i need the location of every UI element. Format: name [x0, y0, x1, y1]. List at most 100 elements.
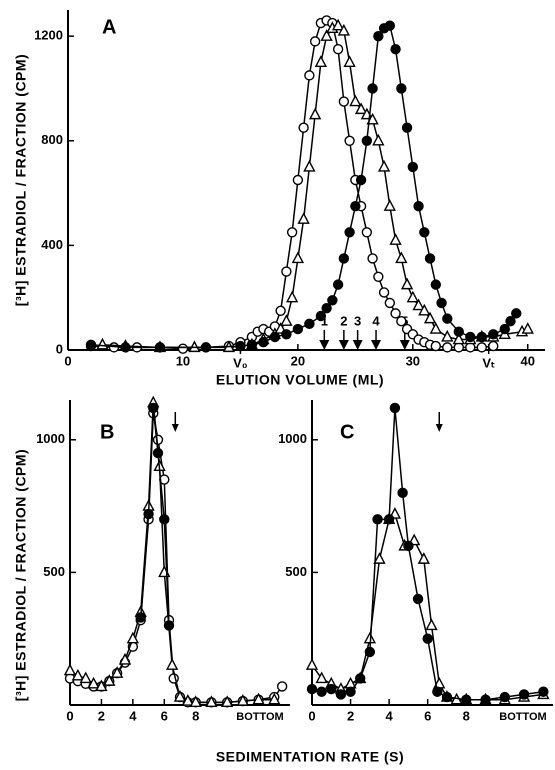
- marker-triangle: [383, 199, 396, 211]
- marker-filled-circle: [327, 295, 338, 306]
- marker-filled-circle: [499, 691, 510, 703]
- marker-filled-circle: [292, 323, 304, 335]
- marker-triangle: [103, 674, 116, 686]
- marker-filled-circle: [143, 508, 154, 520]
- marker-open-circle: [367, 253, 378, 264]
- panel-label: A: [102, 16, 116, 38]
- marker-filled-circle: [432, 686, 443, 697]
- marker-open-circle: [476, 342, 487, 353]
- arrow-label: 3: [354, 313, 361, 328]
- arrow-head: [319, 340, 330, 350]
- arrow-label: 1: [321, 313, 328, 328]
- marker-filled-circle: [269, 331, 281, 343]
- marker-triangle: [349, 94, 362, 107]
- marker-triangle: [79, 671, 92, 684]
- marker-triangle: [366, 112, 379, 125]
- marker-open-circle: [361, 227, 373, 238]
- marker-filled-circle: [355, 174, 367, 186]
- x-tick-label: 40: [521, 353, 535, 368]
- marker-triangle: [389, 233, 402, 245]
- marker-triangle: [205, 695, 218, 708]
- marker-open-circle: [286, 227, 298, 238]
- marker-filled-circle: [461, 694, 472, 705]
- marker-open-circle: [281, 266, 292, 277]
- marker-filled-circle: [350, 200, 361, 212]
- series-line: [139, 407, 170, 626]
- marker-open-circle: [442, 342, 453, 353]
- x-tick-label: 6: [161, 708, 168, 723]
- marker-triangle: [303, 159, 316, 172]
- marker-filled-circle: [430, 279, 442, 290]
- marker-triangle: [181, 694, 195, 706]
- marker-filled-circle: [390, 44, 401, 55]
- x-tick-label: 8: [463, 708, 470, 723]
- marker-filled-circle: [476, 331, 487, 343]
- marker-open-circle: [373, 271, 384, 282]
- marker-filled-circle: [163, 620, 175, 631]
- x-tick-label: 10: [176, 353, 190, 368]
- marker-filled-circle: [442, 313, 453, 324]
- marker-open-circle: [332, 44, 344, 55]
- marker-filled-circle: [159, 514, 170, 525]
- marker-triangle: [236, 694, 250, 706]
- series-line: [69, 402, 275, 704]
- marker-filled-circle: [355, 673, 366, 684]
- marker-open-circle: [298, 122, 309, 133]
- marker-filled-circle: [335, 689, 347, 700]
- marker-open-circle: [384, 297, 396, 309]
- marker-filled-circle: [413, 200, 424, 212]
- marker-triangle: [126, 631, 140, 644]
- marker-triangle: [297, 212, 310, 224]
- y-tick-label: 0: [56, 341, 63, 356]
- marker-triangle: [412, 298, 425, 311]
- panel-label: B: [100, 421, 114, 443]
- marker-filled-circle: [345, 686, 356, 697]
- marker-filled-circle: [412, 593, 424, 605]
- marker-triangle: [521, 322, 534, 334]
- marker-open-circle: [488, 340, 499, 352]
- y-tick-label: 500: [285, 564, 307, 579]
- marker-triangle: [441, 329, 454, 342]
- marker-triangle: [268, 692, 281, 705]
- marker-filled-circle: [407, 161, 419, 173]
- marker-filled-circle: [436, 297, 447, 309]
- marker-filled-circle: [383, 514, 395, 525]
- series-line: [90, 24, 517, 349]
- marker-filled-circle: [401, 122, 413, 133]
- marker-filled-circle: [235, 340, 246, 352]
- marker-filled-circle: [85, 339, 97, 350]
- marker-open-circle: [378, 287, 390, 298]
- x-tick-label: 2: [347, 708, 354, 723]
- arrow-head: [399, 340, 410, 350]
- x-tick-label: 0: [64, 353, 71, 368]
- marker-filled-circle: [372, 514, 383, 525]
- marker-triangle: [343, 55, 356, 68]
- bottom-label: BOTTOM: [499, 711, 546, 723]
- marker-open-circle: [275, 305, 286, 316]
- marker-triangle: [280, 314, 293, 326]
- marker-filled-circle: [373, 30, 384, 42]
- marker-filled-circle: [518, 689, 530, 700]
- x-tick-label: 20: [291, 353, 305, 368]
- marker-filled-circle: [499, 323, 510, 335]
- y-axis-label: [³H] ESTRADIOL / FRACTION (CPM): [13, 449, 29, 701]
- marker-filled-circle: [505, 316, 516, 327]
- marker-filled-circle: [367, 83, 378, 94]
- marker-filled-circle: [441, 691, 453, 703]
- marker-triangle: [337, 23, 351, 36]
- marker-triangle: [423, 311, 437, 324]
- marker-triangle: [87, 676, 100, 689]
- marker-triangle: [285, 290, 299, 303]
- marker-triangle: [220, 695, 234, 708]
- series-line: [102, 24, 529, 349]
- marker-triangle: [406, 290, 419, 303]
- marker-triangle: [418, 303, 431, 316]
- x-tick-label: 2: [98, 708, 105, 723]
- marker-filled-circle: [258, 336, 269, 348]
- marker-triangle: [71, 668, 85, 681]
- marker-open-circle: [344, 135, 355, 146]
- marker-triangle: [452, 332, 465, 345]
- marker-open-circle: [292, 174, 304, 186]
- x-tick-label: 8: [192, 708, 199, 723]
